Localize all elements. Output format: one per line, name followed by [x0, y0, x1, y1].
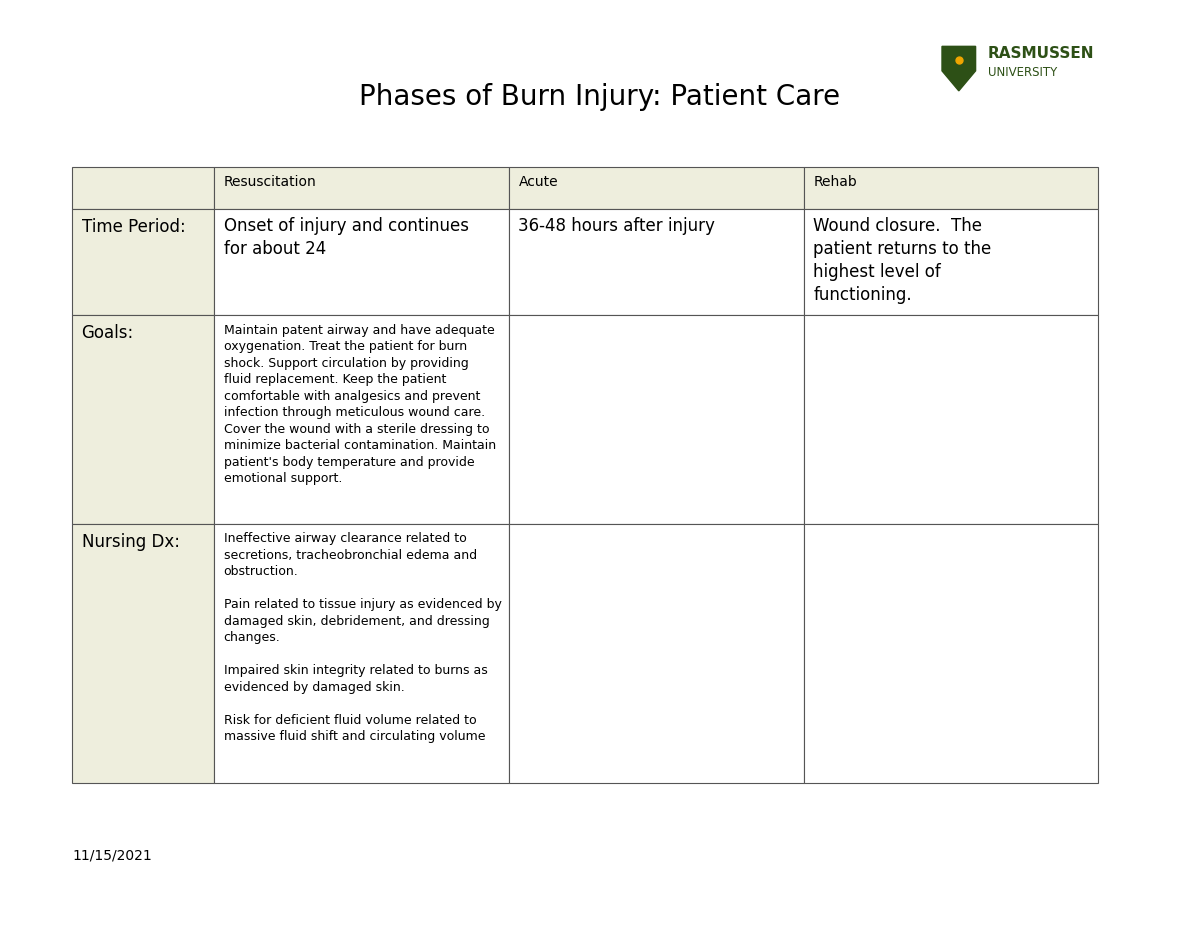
Text: Time Period:: Time Period:	[82, 218, 185, 235]
Bar	[72, 315, 214, 524]
Bar	[804, 167, 1098, 209]
Text: Onset of injury and continues
for about 24: Onset of injury and continues for about …	[223, 217, 468, 258]
Bar	[214, 524, 509, 783]
Bar	[214, 315, 509, 524]
Text: Ineffective airway clearance related to
secretions, tracheobronchial edema and
o: Ineffective airway clearance related to …	[223, 532, 502, 743]
Text: 36-48 hours after injury: 36-48 hours after injury	[518, 217, 715, 235]
Text: Nursing Dx:: Nursing Dx:	[82, 533, 180, 551]
Text: UNIVERSITY: UNIVERSITY	[988, 66, 1057, 79]
Bar	[804, 524, 1098, 783]
Bar	[509, 209, 804, 315]
Text: Acute: Acute	[518, 175, 558, 189]
Text: Goals:: Goals:	[82, 324, 134, 342]
Bar	[72, 524, 214, 783]
Bar	[509, 167, 804, 209]
Bar	[214, 167, 509, 209]
Bar	[214, 209, 509, 315]
Bar	[72, 167, 214, 209]
Text: RASMUSSEN: RASMUSSEN	[988, 46, 1094, 61]
Bar	[72, 209, 214, 315]
Text: Phases of Burn Injury: Patient Care: Phases of Burn Injury: Patient Care	[360, 83, 840, 111]
Text: Resuscitation: Resuscitation	[223, 175, 317, 189]
Bar	[804, 315, 1098, 524]
Bar	[804, 209, 1098, 315]
Bar	[509, 524, 804, 783]
Polygon shape	[942, 46, 976, 91]
Text: Rehab: Rehab	[814, 175, 857, 189]
Text: 11/15/2021: 11/15/2021	[72, 848, 151, 862]
Text: Maintain patent airway and have adequate
oxygenation. Treat the patient for burn: Maintain patent airway and have adequate…	[223, 324, 496, 485]
Bar	[509, 315, 804, 524]
Text: Wound closure.  The
patient returns to the
highest level of
functioning.: Wound closure. The patient returns to th…	[814, 217, 991, 304]
